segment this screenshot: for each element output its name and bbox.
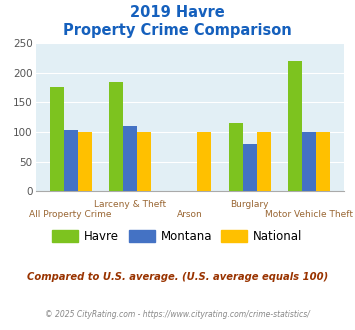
Text: © 2025 CityRating.com - https://www.cityrating.com/crime-statistics/: © 2025 CityRating.com - https://www.city… bbox=[45, 310, 310, 319]
Bar bbox=[123, 126, 137, 191]
Bar bbox=[316, 132, 330, 191]
Text: Property Crime Comparison: Property Crime Comparison bbox=[63, 23, 292, 38]
Bar bbox=[242, 145, 257, 191]
Bar bbox=[229, 123, 242, 191]
Text: 2019 Havre: 2019 Havre bbox=[130, 5, 225, 20]
Text: Larceny & Theft: Larceny & Theft bbox=[94, 200, 166, 209]
Bar bbox=[78, 132, 92, 191]
Text: Compared to U.S. average. (U.S. average equals 100): Compared to U.S. average. (U.S. average … bbox=[27, 272, 328, 282]
Text: Motor Vehicle Theft: Motor Vehicle Theft bbox=[265, 210, 353, 218]
Text: Arson: Arson bbox=[177, 210, 203, 218]
Bar bbox=[302, 132, 316, 191]
Bar bbox=[64, 130, 78, 191]
Bar bbox=[288, 61, 302, 191]
Bar bbox=[197, 132, 211, 191]
Text: All Property Crime: All Property Crime bbox=[29, 210, 112, 218]
Legend: Havre, Montana, National: Havre, Montana, National bbox=[48, 225, 307, 248]
Text: Burglary: Burglary bbox=[230, 200, 269, 209]
Bar bbox=[137, 132, 151, 191]
Bar bbox=[257, 132, 271, 191]
Bar bbox=[109, 82, 123, 191]
Bar bbox=[50, 87, 64, 191]
